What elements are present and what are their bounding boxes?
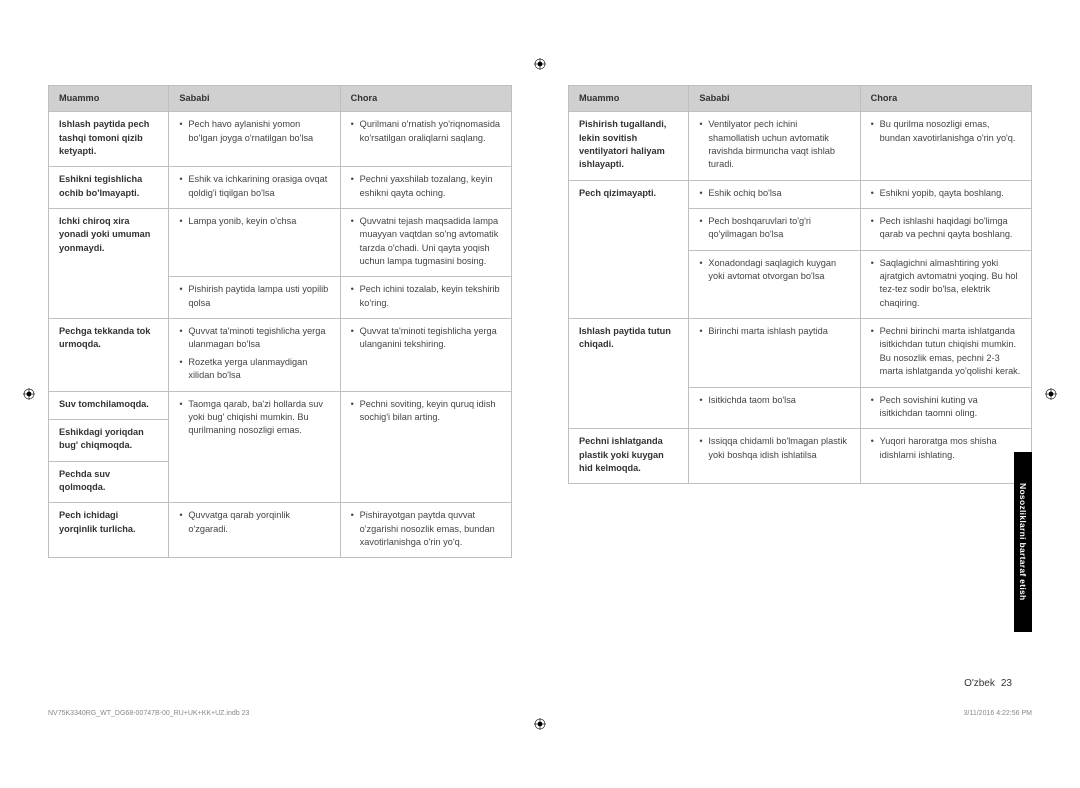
- mu-cell: Eshikdagi yoriqdan bug' chiqmoqda.: [49, 419, 169, 461]
- mu-cell: Ishlash paytida pech tashqi tomoni qizib…: [49, 112, 169, 167]
- cho-cell: Quvvatni tejash maqsadida lampa muayyan …: [340, 209, 511, 277]
- col-muammo: Muammo: [49, 86, 169, 112]
- col-muammo: Muammo: [569, 86, 689, 112]
- registration-mark-icon: [534, 58, 546, 70]
- troubleshoot-table-right: Muammo Sababi Chora Pishirish tugallandi…: [568, 85, 1032, 484]
- cho-cell: Yuqori haroratga mos shisha idishlarni i…: [860, 429, 1031, 484]
- mu-cell: Eshikni tegishlicha ochib bo'lmayapti.: [49, 167, 169, 209]
- page-footer-lang: O'zbek23: [964, 678, 1012, 689]
- section-tab-label: Nosozliklarni bartaraf etish: [1018, 483, 1028, 601]
- table-row: Suv tomchilamoqda. Taomga qarab, ba'zi h…: [49, 391, 512, 419]
- sab-cell: Pishirish paytida lampa usti yopilib qol…: [169, 277, 340, 319]
- sab-cell: Xonadondagi saqlagich kuygan yoki avtoma…: [689, 250, 860, 318]
- sab-cell: Ventilyator pech ichini shamollatish uch…: [689, 112, 860, 180]
- mu-cell: Pechni ishlatganda plastik yoki kuygan h…: [569, 429, 689, 484]
- col-chora: Chora: [860, 86, 1031, 112]
- table-row: Pechga tekkanda tok urmoqda. Quvvat ta'm…: [49, 319, 512, 391]
- footer-left: NV75K3340RG_WT_DG68-00747B-00_RU+UK+KK+U…: [48, 710, 249, 717]
- col-sababi: Sababi: [169, 86, 340, 112]
- table-row: Ichki chiroq xira yonadi yoki umuman yon…: [49, 209, 512, 277]
- sab-cell: Quvvatga qarab yorqinlik o'zgaradi.: [169, 503, 340, 558]
- mu-cell: Pechga tekkanda tok urmoqda.: [49, 319, 169, 391]
- mu-cell: Pech ichidagi yorqinlik turlicha.: [49, 503, 169, 558]
- table-row: Ishlash paytida tutun chiqadi. Birinchi …: [569, 319, 1032, 387]
- cho-cell: Bu qurilma nosozligi emas, bundan xavoti…: [860, 112, 1031, 180]
- sab-cell: Pech boshqaruvlari to'g'ri qo'yilmagan b…: [689, 209, 860, 251]
- cho-cell: Pech sovishini kuting va isitkichdan tao…: [860, 387, 1031, 429]
- registration-mark-icon: [534, 718, 546, 730]
- footer-right: 3/11/2016 4:22:56 PM: [964, 710, 1032, 717]
- registration-mark-icon: [23, 388, 35, 400]
- sab-cell: Eshik ochiq bo'lsa: [689, 180, 860, 208]
- sab-cell: Isitkichda taom bo'lsa: [689, 387, 860, 429]
- sab-cell: Taomga qarab, ba'zi hollarda suv yoki bu…: [169, 391, 340, 503]
- mu-cell: Pech qizimayapti.: [569, 180, 689, 318]
- table-row: Pech qizimayapti. Eshik ochiq bo'lsa Esh…: [569, 180, 1032, 208]
- mu-cell: Ichki chiroq xira yonadi yoki umuman yon…: [49, 209, 169, 319]
- sab-cell: Issiqqa chidamli bo'lmagan plastik yoki …: [689, 429, 860, 484]
- mu-cell: Ishlash paytida tutun chiqadi.: [569, 319, 689, 429]
- page-number: 23: [995, 678, 1012, 689]
- table-row: Eshikni tegishlicha ochib bo'lmayapti. E…: [49, 167, 512, 209]
- sab-cell: Birinchi marta ishlash paytida: [689, 319, 860, 387]
- sab-cell: Eshik va ichkarining orasiga ovqat qoldi…: [169, 167, 340, 209]
- col-chora: Chora: [340, 86, 511, 112]
- mu-cell: Pishirish tugallandi, lekin sovitish ven…: [569, 112, 689, 180]
- table-row: Ishlash paytida pech tashqi tomoni qizib…: [49, 112, 512, 167]
- cho-cell: Pishirayotgan paytda quvvat o'zgarishi n…: [340, 503, 511, 558]
- mu-cell: Pechda suv qolmoqda.: [49, 461, 169, 503]
- cho-cell: Saqlagichni almashtiring yoki ajratgich …: [860, 250, 1031, 318]
- right-panel: Muammo Sababi Chora Pishirish tugallandi…: [568, 85, 1032, 558]
- registration-mark-icon: [1045, 388, 1057, 400]
- page-language: O'zbek: [964, 678, 995, 689]
- cho-cell: Qurilmani o'rnatish yo'riqnomasida ko'rs…: [340, 112, 511, 167]
- col-sababi: Sababi: [689, 86, 860, 112]
- cho-cell: Pechni yaxshilab tozalang, keyin eshikni…: [340, 167, 511, 209]
- table-row: Pishirish tugallandi, lekin sovitish ven…: [569, 112, 1032, 180]
- cho-cell: Pechni birinchi marta ishlatganda isitki…: [860, 319, 1031, 387]
- table-row: Pech ichidagi yorqinlik turlicha. Quvvat…: [49, 503, 512, 558]
- page-content: Muammo Sababi Chora Ishlash paytida pech…: [48, 85, 1032, 558]
- cho-cell: Pechni soviting, keyin quruq idish sochi…: [340, 391, 511, 503]
- cho-cell: Pech ishlashi haqidagi bo'limga qarab va…: [860, 209, 1031, 251]
- troubleshoot-table-left: Muammo Sababi Chora Ishlash paytida pech…: [48, 85, 512, 558]
- section-tab: Nosozliklarni bartaraf etish: [1014, 452, 1032, 632]
- sab-cell: Lampa yonib, keyin o'chsa: [169, 209, 340, 277]
- mu-cell: Suv tomchilamoqda.: [49, 391, 169, 419]
- cho-cell: Quvvat ta'minoti tegishlicha yerga ulang…: [340, 319, 511, 391]
- sab-cell: Quvvat ta'minoti tegishlicha yerga ulanm…: [169, 319, 340, 391]
- cho-cell: Pech ichini tozalab, keyin tekshirib ko'…: [340, 277, 511, 319]
- left-panel: Muammo Sababi Chora Ishlash paytida pech…: [48, 85, 512, 558]
- cho-cell: Eshikni yopib, qayta boshlang.: [860, 180, 1031, 208]
- table-row: Pechni ishlatganda plastik yoki kuygan h…: [569, 429, 1032, 484]
- sab-cell: Pech havo aylanishi yomon bo'lgan joyga …: [169, 112, 340, 167]
